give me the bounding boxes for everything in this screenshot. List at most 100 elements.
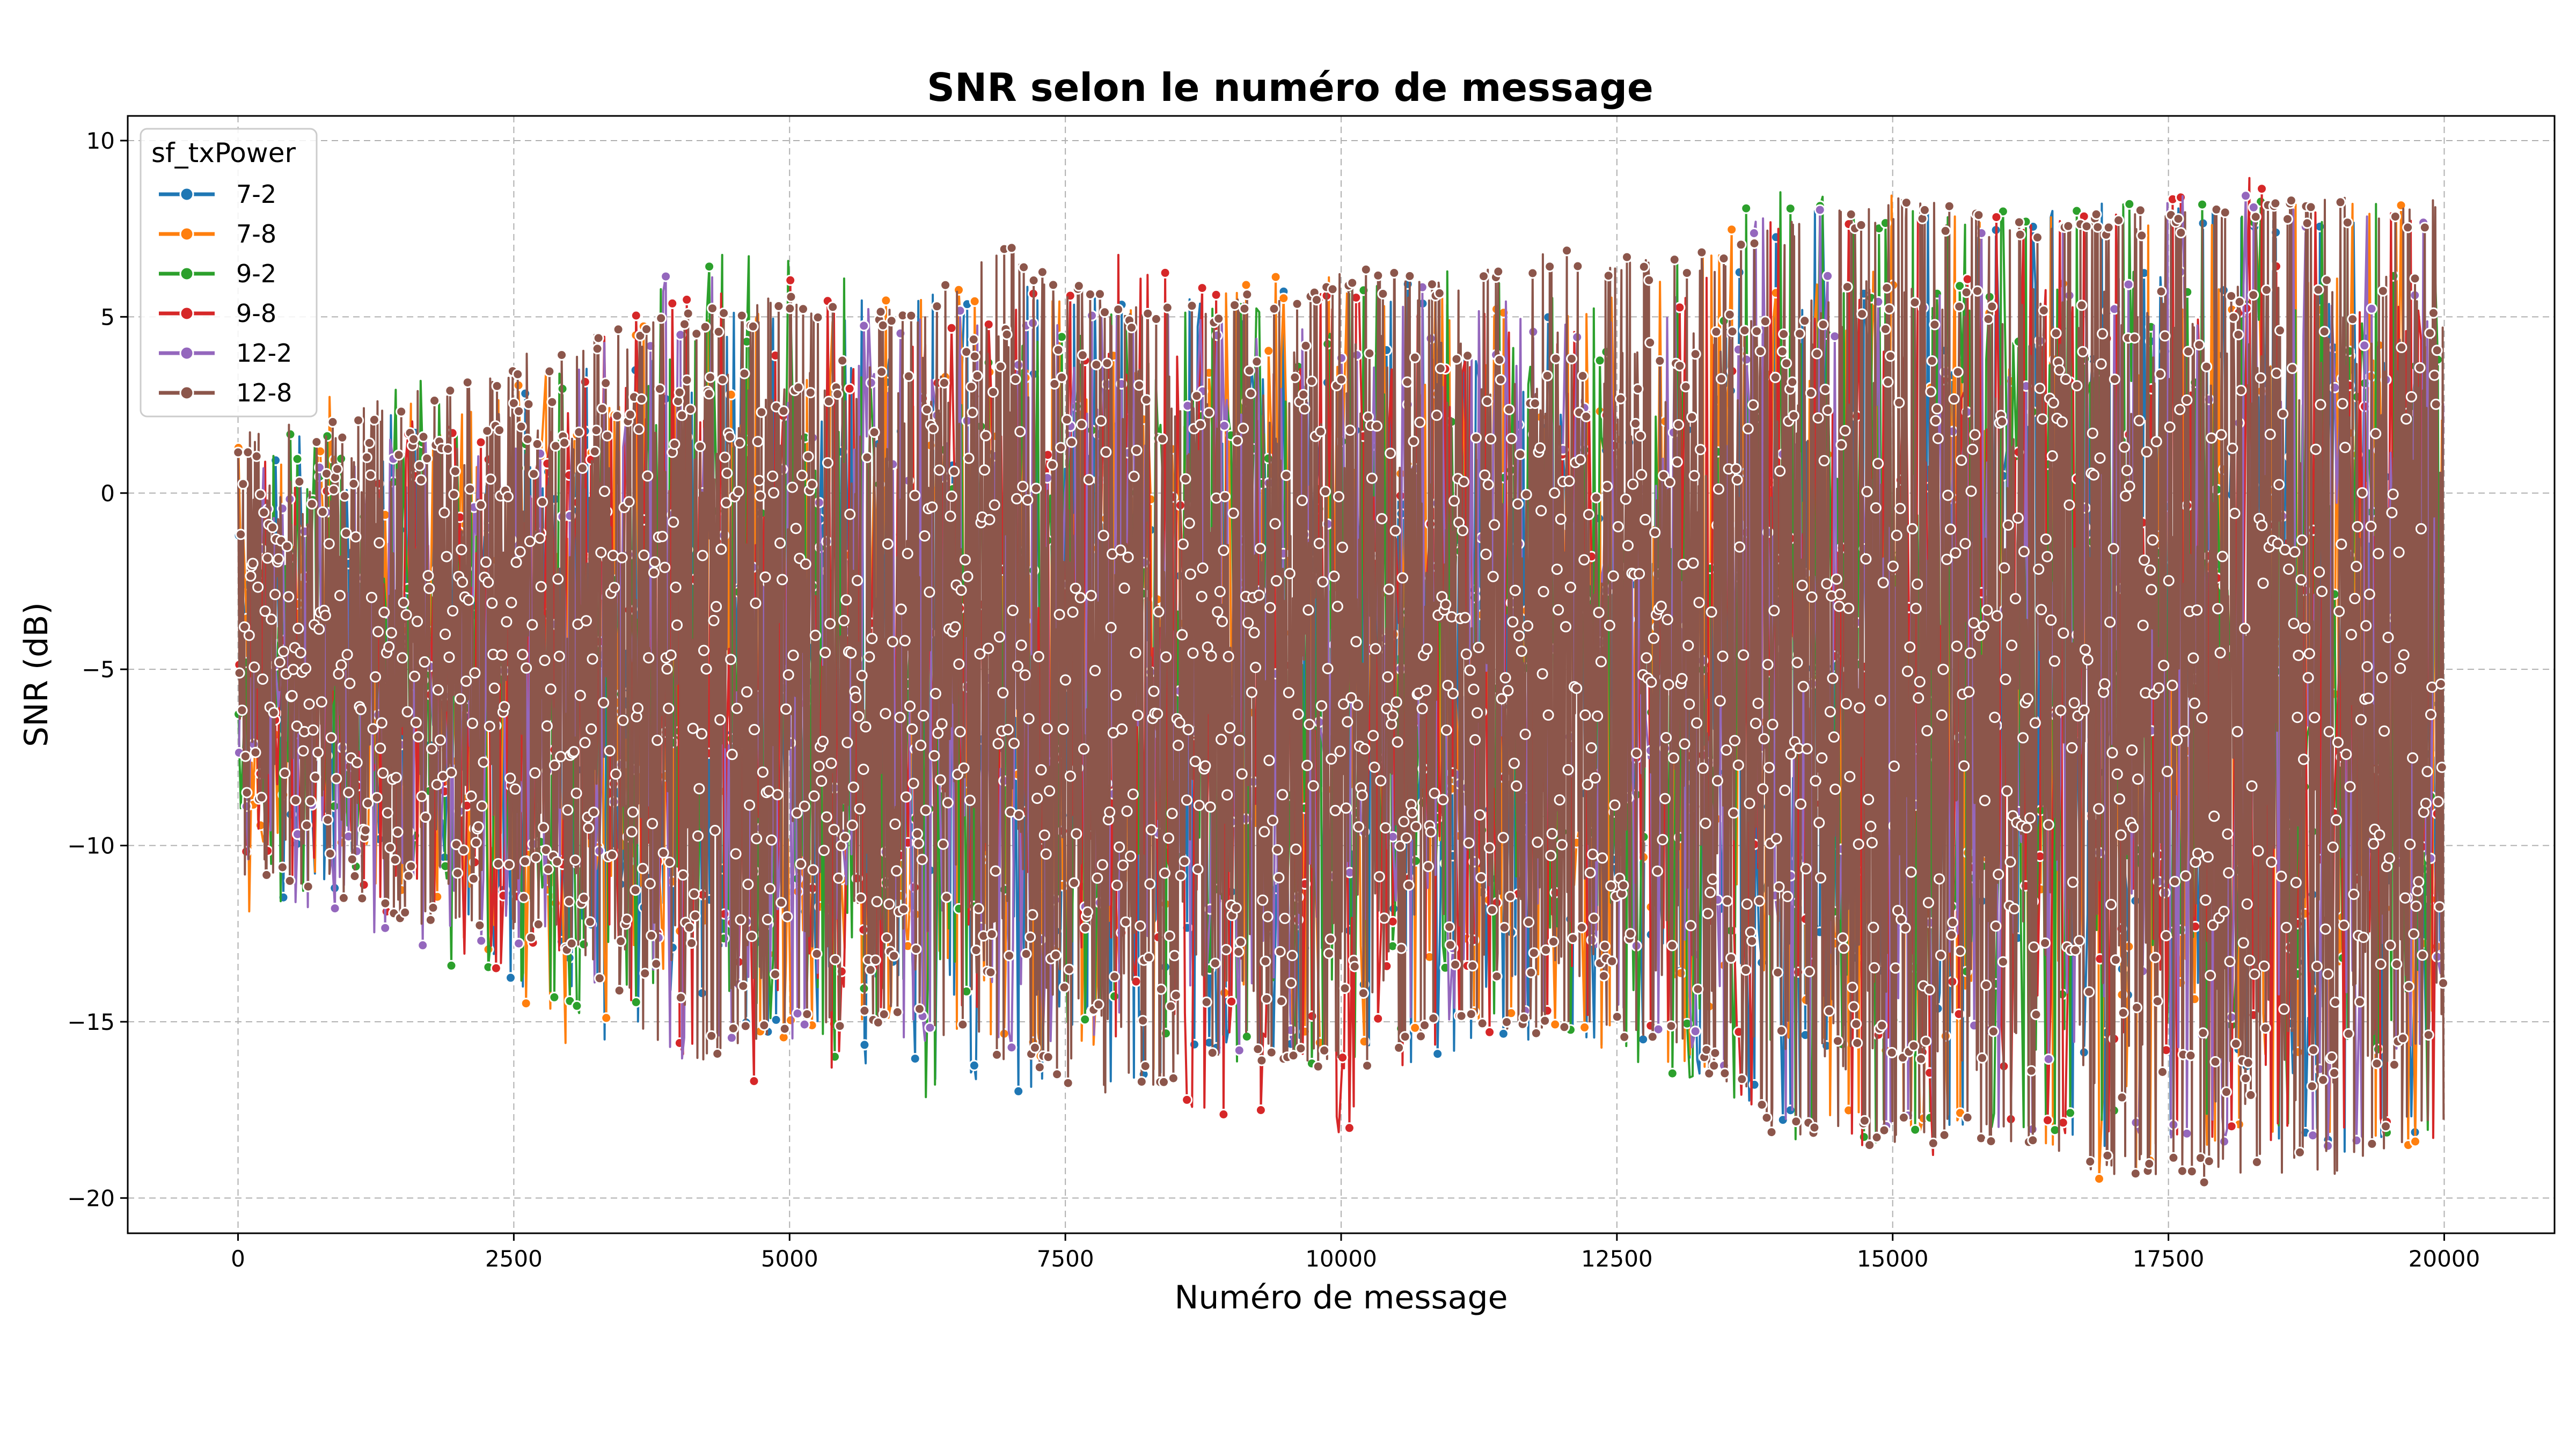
- data-point: [464, 483, 476, 495]
- data-point: [1017, 480, 1029, 492]
- data-point: [1741, 898, 1753, 910]
- data-point: [962, 570, 974, 582]
- data-point: [670, 581, 682, 593]
- data-point: [1177, 538, 1189, 550]
- data-point: [232, 447, 244, 458]
- data-point: [1327, 283, 1338, 295]
- data-point: [1070, 582, 1081, 594]
- data-point: [1708, 1060, 1720, 1072]
- data-point: [778, 405, 789, 417]
- data-point: [844, 383, 855, 394]
- data-point: [2043, 819, 2054, 831]
- data-point: [602, 430, 613, 442]
- data-point: [415, 474, 427, 486]
- data-point: [633, 423, 645, 435]
- data-point: [236, 704, 248, 716]
- data-point: [1536, 668, 1548, 680]
- data-point: [1746, 935, 1758, 947]
- data-point: [1946, 929, 1958, 941]
- data-point: [1492, 266, 1504, 277]
- data-point: [2355, 714, 2367, 726]
- data-point: [681, 374, 693, 386]
- data-point: [1372, 269, 1384, 281]
- data-point: [475, 935, 487, 947]
- data-point: [448, 489, 460, 501]
- data-point: [405, 860, 417, 872]
- data-point: [1342, 716, 1353, 728]
- data-point: [1801, 743, 1813, 755]
- data-point: [1290, 843, 1302, 855]
- data-point: [518, 891, 530, 903]
- data-point: [298, 726, 310, 737]
- data-point: [2256, 519, 2268, 531]
- data-point: [839, 831, 851, 843]
- data-point: [1811, 348, 1823, 360]
- data-point: [1163, 832, 1174, 844]
- data-point: [1400, 832, 1412, 844]
- data-point: [2362, 692, 2374, 704]
- data-point: [1422, 861, 1434, 873]
- data-point: [1795, 798, 1806, 810]
- data-point: [2115, 829, 2127, 841]
- data-point: [1048, 279, 1059, 291]
- data-point: [266, 613, 277, 625]
- data-point: [2387, 488, 2399, 500]
- data-point: [1576, 921, 1587, 933]
- data-point: [1044, 785, 1056, 797]
- data-point: [856, 670, 868, 682]
- data-point: [295, 647, 306, 658]
- data-point: [562, 804, 574, 816]
- data-point: [2087, 427, 2098, 439]
- data-point: [871, 896, 883, 908]
- data-point: [594, 972, 605, 984]
- data-point: [1886, 1046, 1898, 1058]
- data-point: [2079, 644, 2091, 656]
- data-point: [571, 1000, 583, 1012]
- data-point: [2008, 903, 2020, 914]
- data-point: [1991, 610, 2003, 621]
- data-point: [1150, 313, 1162, 325]
- data-point: [1952, 366, 1964, 378]
- data-point: [1340, 802, 1352, 814]
- data-point: [534, 532, 546, 544]
- data-point: [1580, 411, 1592, 422]
- data-point: [1019, 669, 1031, 681]
- data-point: [812, 312, 824, 323]
- data-point: [377, 767, 389, 779]
- data-point: [1784, 1104, 1796, 1116]
- data-point: [2310, 443, 2322, 455]
- data-point: [2321, 274, 2333, 286]
- data-point: [742, 879, 754, 890]
- data-point: [1085, 590, 1097, 602]
- data-point: [2438, 977, 2449, 989]
- x-tick-label: 5000: [761, 1246, 818, 1272]
- data-point: [1209, 957, 1221, 969]
- data-point: [317, 506, 328, 518]
- data-point: [2198, 1176, 2210, 1188]
- data-point: [506, 597, 517, 609]
- data-point: [1607, 570, 1619, 582]
- data-point: [692, 830, 704, 842]
- data-point: [1754, 346, 1766, 357]
- data-point: [1053, 609, 1065, 620]
- data-point: [715, 543, 727, 555]
- data-point: [2192, 847, 2204, 859]
- data-point: [2295, 574, 2307, 586]
- data-point: [2372, 1043, 2384, 1055]
- data-point: [706, 1030, 718, 1042]
- data-point: [421, 452, 433, 464]
- data-point: [2244, 954, 2256, 966]
- data-point: [1299, 403, 1311, 415]
- data-point: [1116, 723, 1128, 735]
- data-point: [1671, 456, 1683, 468]
- data-point: [2274, 325, 2286, 336]
- data-point: [2092, 221, 2104, 233]
- data-point: [928, 750, 940, 762]
- data-point: [1218, 545, 1230, 556]
- data-point: [1726, 326, 1738, 338]
- data-point: [1767, 719, 1779, 730]
- data-point: [2180, 870, 2192, 882]
- data-point: [1128, 471, 1140, 482]
- data-point: [1393, 1042, 1405, 1053]
- data-point: [1091, 359, 1102, 371]
